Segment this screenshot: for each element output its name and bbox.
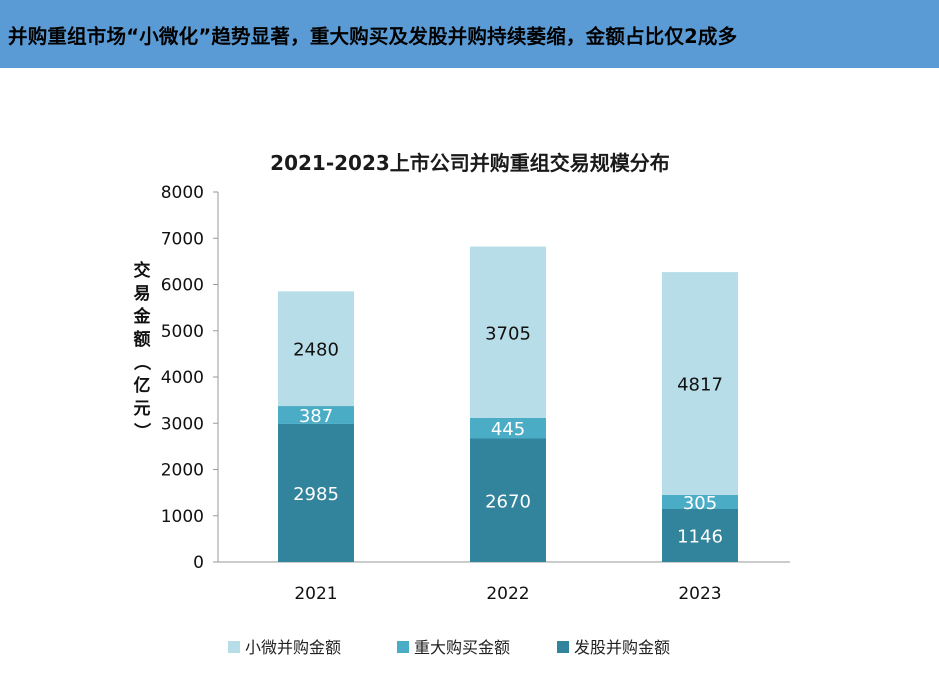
y-tick-label: 2000: [161, 461, 204, 481]
y-tick-label: 8000: [161, 183, 204, 203]
bar-segment: [278, 423, 354, 562]
data-label: 4817: [677, 374, 723, 395]
x-tick-label: 2022: [486, 584, 529, 604]
x-axis-ticks: 2021 2022 2023: [294, 584, 721, 604]
bar-segment: [278, 291, 354, 407]
bar-segment: [662, 508, 738, 562]
legend-label: 小微并购金额: [245, 638, 341, 657]
y-axis-label-char: ）: [131, 423, 152, 440]
legend-swatch: [557, 641, 569, 653]
bar-segment: [278, 406, 354, 424]
legend-swatch: [228, 641, 240, 653]
y-axis-label-char: （: [131, 354, 152, 371]
y-tick-label: 0: [193, 553, 204, 573]
data-label: 445: [491, 419, 525, 440]
x-tick-label: 2023: [678, 584, 721, 604]
y-axis-label-char: 易: [134, 284, 151, 304]
data-label: 2480: [293, 340, 339, 361]
y-axis-label-char: 亿: [134, 375, 151, 396]
bar-segment: [470, 417, 546, 439]
y-tick-label: 6000: [161, 276, 204, 296]
bar-segment: [662, 494, 738, 509]
y-axis-label-char: 交: [134, 260, 151, 281]
data-label: 3705: [485, 323, 531, 344]
data-label: 1146: [677, 526, 723, 547]
bars: 2985 387 2480 2670 445 3705 1146 305 4817: [278, 246, 738, 562]
banner-title: 并购重组市场“小微化”趋势显著，重大购买及发股并购持续萎缩，金额占比仅2成多: [8, 24, 738, 48]
y-tick-label: 3000: [161, 414, 204, 434]
y-axis-label-char: 额: [134, 329, 151, 350]
data-label: 387: [299, 406, 333, 427]
x-tick-label: 2021: [294, 584, 337, 604]
bar-segment: [470, 246, 546, 418]
y-tick-label: 7000: [161, 229, 204, 249]
bar-segment: [470, 438, 546, 562]
y-tick-label: 4000: [161, 368, 204, 388]
legend-swatch: [397, 641, 409, 653]
legend: 小微并购金额 重大购买金额 发股并购金额: [228, 638, 670, 657]
legend-label: 发股并购金额: [574, 638, 670, 657]
chart-title: 2021-2023上市公司并购重组交易规模分布: [270, 151, 670, 175]
bar-segment: [662, 272, 738, 495]
data-label: 2985: [293, 484, 339, 505]
legend-label: 重大购买金额: [414, 638, 510, 657]
y-axis-label-char: 元: [134, 399, 151, 419]
data-label: 305: [683, 493, 717, 514]
y-tick-label: 1000: [161, 507, 204, 527]
header-banner: 并购重组市场“小微化”趋势显著，重大购买及发股并购持续萎缩，金额占比仅2成多: [0, 0, 939, 68]
data-label: 2670: [485, 491, 531, 512]
y-axis-label-char: 金: [133, 306, 152, 327]
y-axis-ticks: 0 1000 2000 3000 4000 5000 6000 7000 8000: [161, 183, 218, 573]
y-tick-label: 5000: [161, 322, 204, 342]
